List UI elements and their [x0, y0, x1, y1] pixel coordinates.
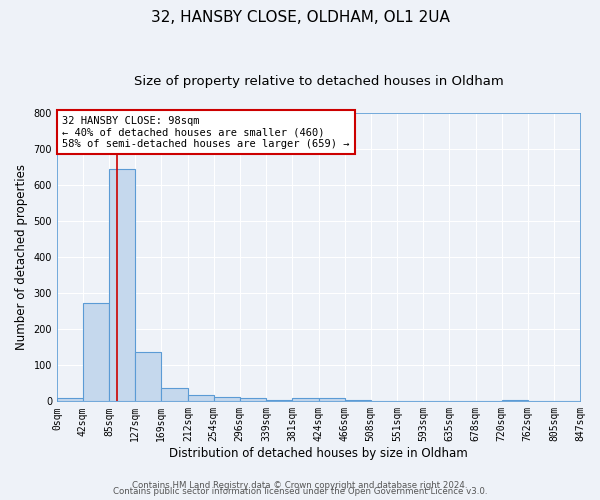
Bar	[188, 395, 214, 402]
Text: 32, HANSBY CLOSE, OLDHAM, OL1 2UA: 32, HANSBY CLOSE, OLDHAM, OL1 2UA	[151, 10, 449, 25]
Text: Contains public sector information licensed under the Open Government Licence v3: Contains public sector information licen…	[113, 488, 487, 496]
Text: Contains HM Land Registry data © Crown copyright and database right 2024.: Contains HM Land Registry data © Crown c…	[132, 481, 468, 490]
Bar	[292, 398, 319, 402]
Bar	[109, 168, 136, 402]
Text: 32 HANSBY CLOSE: 98sqm
← 40% of detached houses are smaller (460)
58% of semi-de: 32 HANSBY CLOSE: 98sqm ← 40% of detached…	[62, 116, 350, 149]
Bar	[319, 398, 345, 402]
Bar	[83, 303, 109, 402]
Title: Size of property relative to detached houses in Oldham: Size of property relative to detached ho…	[134, 75, 503, 88]
Bar	[57, 398, 83, 402]
Bar	[266, 400, 292, 402]
Bar	[214, 396, 240, 402]
Bar	[345, 400, 371, 402]
Bar	[136, 352, 161, 402]
Bar	[240, 398, 266, 402]
Bar	[502, 400, 527, 402]
X-axis label: Distribution of detached houses by size in Oldham: Distribution of detached houses by size …	[169, 447, 468, 460]
Y-axis label: Number of detached properties: Number of detached properties	[15, 164, 28, 350]
Bar	[161, 388, 188, 402]
